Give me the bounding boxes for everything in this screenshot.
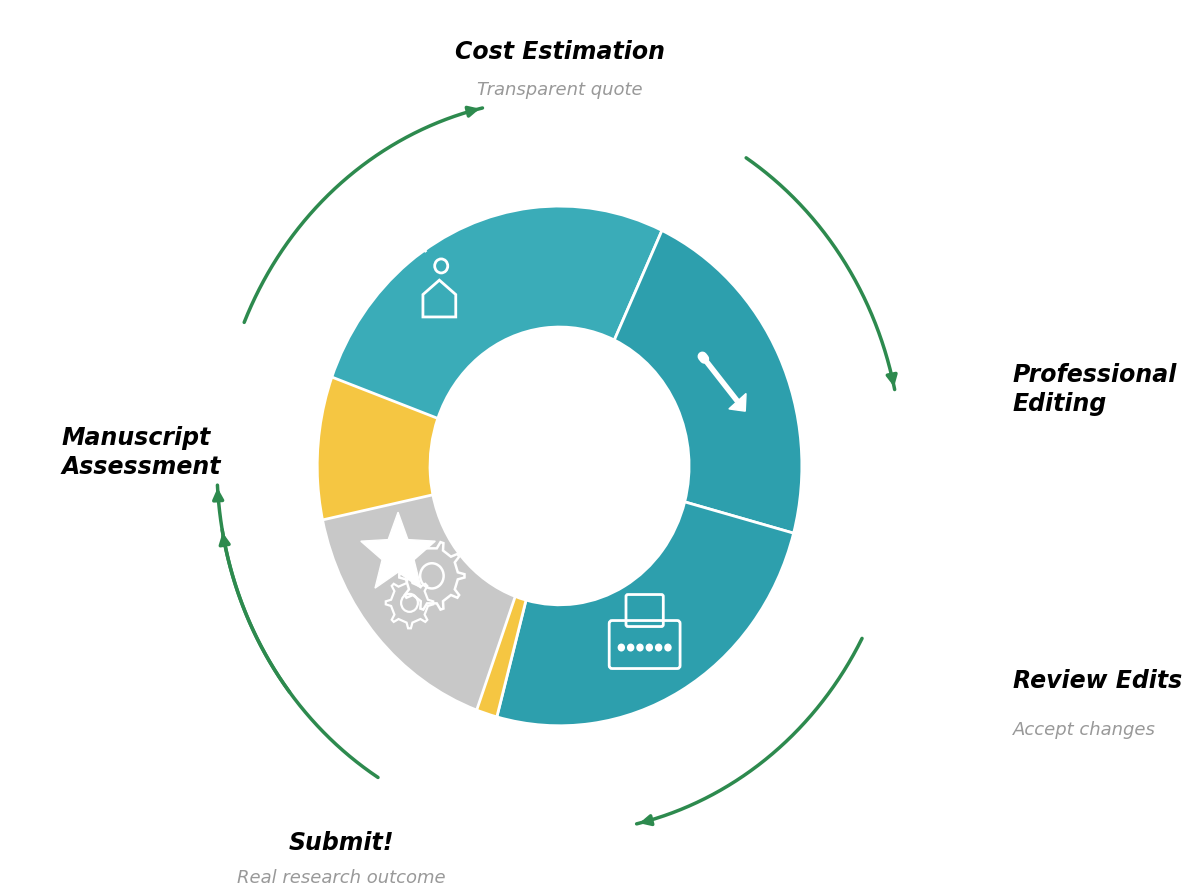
Text: Submit!: Submit! <box>288 831 394 856</box>
Polygon shape <box>361 513 436 588</box>
Text: Professional
Editing: Professional Editing <box>1013 364 1177 416</box>
Text: Transparent quote: Transparent quote <box>476 81 642 99</box>
Circle shape <box>626 643 635 651</box>
Wedge shape <box>323 495 515 711</box>
Wedge shape <box>497 502 793 726</box>
Text: Review Edits: Review Edits <box>1013 669 1182 693</box>
Wedge shape <box>614 230 802 533</box>
Text: Cost Estimation: Cost Estimation <box>455 40 665 65</box>
Wedge shape <box>317 206 662 520</box>
Polygon shape <box>728 393 746 411</box>
Text: Manuscript
Assessment: Manuscript Assessment <box>61 426 221 478</box>
Circle shape <box>665 643 672 651</box>
Circle shape <box>655 643 662 651</box>
Circle shape <box>618 643 625 651</box>
Text: Accept changes: Accept changes <box>1013 721 1156 739</box>
Wedge shape <box>317 377 526 717</box>
Text: Real research outcome: Real research outcome <box>238 869 445 887</box>
Circle shape <box>636 643 643 651</box>
Circle shape <box>646 643 653 651</box>
